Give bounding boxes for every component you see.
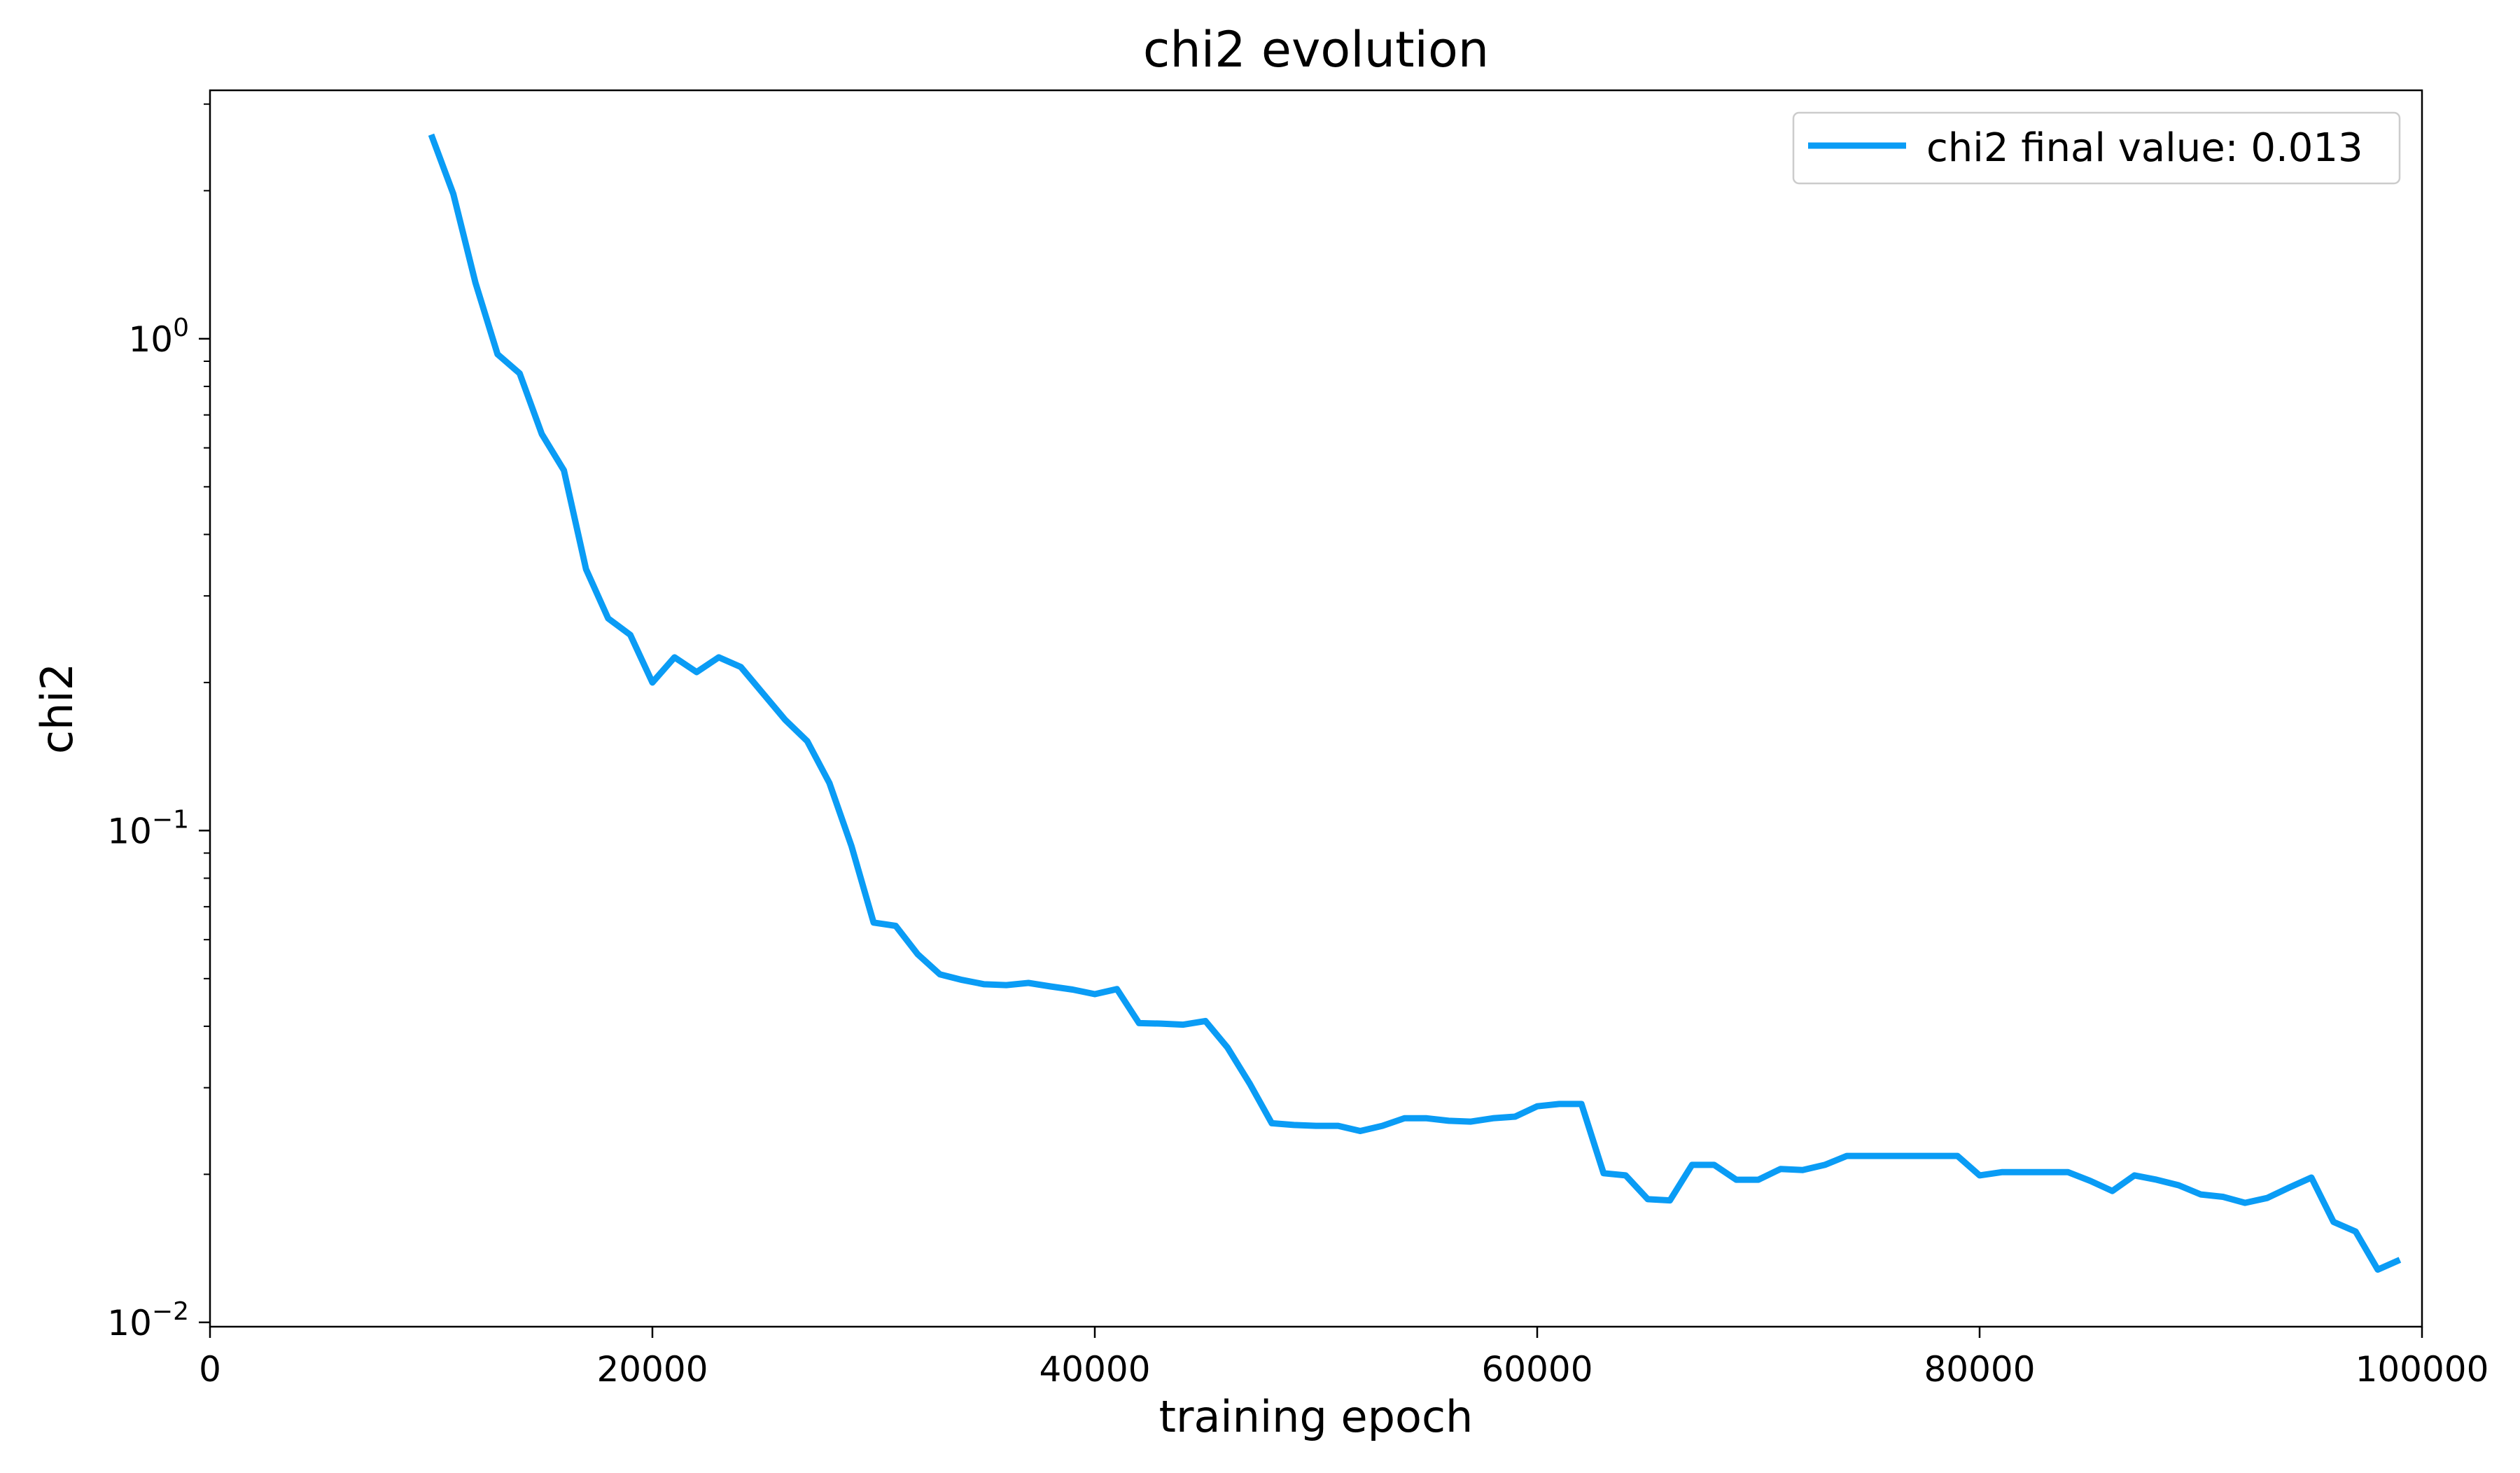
legend-frame [1792, 111, 2401, 185]
legend-label: chi2 final value: 0.013 [1926, 125, 2363, 171]
x-tick-label: 60000 [1481, 1349, 1592, 1390]
plot-frame [209, 89, 2423, 1328]
x-tick-label: 40000 [1039, 1349, 1150, 1390]
x-axis-ticks: 0 20000 40000 60000 80000 100000 [199, 1327, 2488, 1390]
x-tick-label: 80000 [1924, 1349, 2035, 1390]
y-axis-label: chi2 [31, 663, 83, 754]
y-tick-label: 10−2 [107, 1297, 189, 1343]
chart-title: chi2 evolution [1143, 21, 1489, 78]
legend: chi2 final value: 0.013 [1792, 111, 2401, 185]
y-axis-minor-ticks [204, 103, 210, 1175]
x-tick-label: 20000 [596, 1349, 708, 1390]
x-tick-label: 100000 [2356, 1349, 2489, 1390]
chi2-series-line [428, 133, 2402, 1273]
x-axis-label: training epoch [1159, 1391, 1474, 1442]
x-tick-label: 0 [199, 1349, 221, 1390]
